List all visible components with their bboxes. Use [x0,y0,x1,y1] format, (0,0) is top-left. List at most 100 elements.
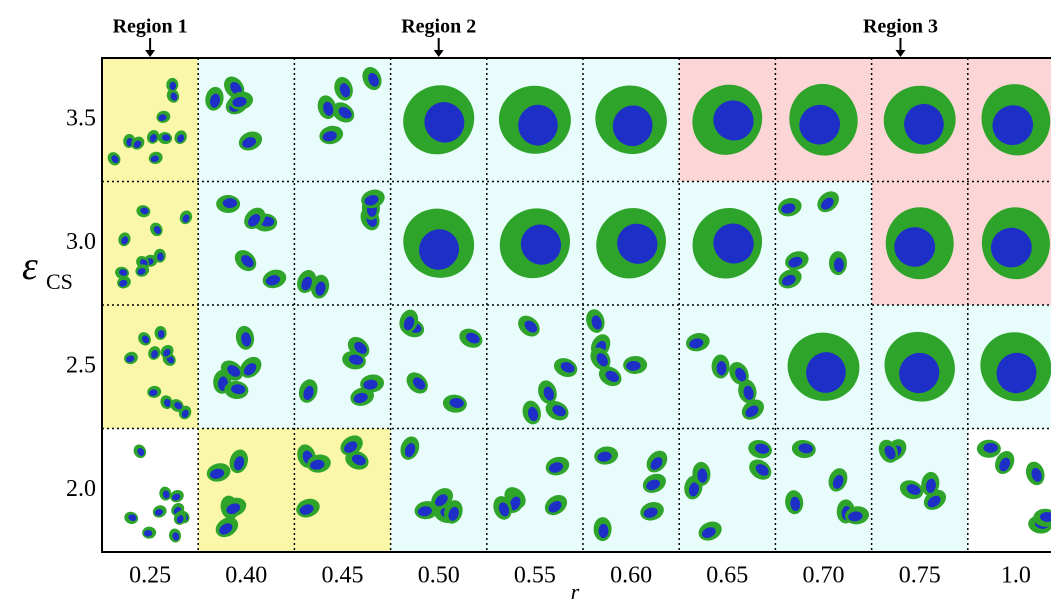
particle-core [788,256,803,268]
particle-core [315,281,326,296]
particle-core [128,514,137,522]
particle-core [111,155,119,164]
particle-core [172,532,180,541]
particle-core [166,355,175,364]
particle-core [172,493,181,501]
particle-core [299,504,314,515]
particle-core [248,214,261,227]
particle-core [227,365,241,377]
x-tick-label: 0.65 [706,563,748,589]
particle-core [689,338,704,349]
particle-core [605,370,619,383]
particle-core [301,276,313,291]
x-tick-label: 0.75 [899,563,941,589]
phase-cell [198,428,295,552]
particle-core [344,441,358,453]
particle-core [303,385,314,401]
particle-core [552,405,566,417]
particle-core [232,96,247,108]
x-tick-label: 0.25 [129,563,171,589]
particle-core [799,104,841,145]
particle-core [646,479,661,491]
particle-core [906,484,921,495]
particle-core [164,398,171,408]
particle-core [548,462,564,473]
particle-core [338,106,352,119]
particle-core [140,207,149,215]
particle-core [364,195,379,206]
particle-core [548,501,562,513]
region-label: Region 3 [863,16,938,38]
particle-core [596,353,608,367]
particle-core [404,443,416,458]
particle-core [158,114,167,121]
particle-core [368,72,379,87]
phase-cell [198,58,295,182]
particle-core [177,134,185,143]
particle-core [182,214,190,223]
particle-core [170,92,178,101]
region-arrowhead [433,50,444,57]
particle-core [403,316,415,331]
particle-core [735,367,747,382]
particle-core [992,105,1034,146]
particle-core [449,397,464,408]
particle-core [999,457,1011,472]
particle-core [157,252,164,261]
particle-core [174,401,183,410]
particle-core [265,275,281,286]
particle-core [121,236,129,245]
particle-core [781,274,796,286]
particle-core [996,352,1037,394]
particle-core [150,155,159,163]
particle-core [518,104,558,146]
particle-core [509,496,521,511]
particle-core [231,384,246,395]
particle-core [242,137,257,148]
particle-core [798,443,813,454]
y-tick-label: 3.5 [66,105,96,131]
particle-core [884,445,896,460]
particle-core [137,447,145,456]
particle-core [806,352,846,393]
particle-core [142,335,150,344]
particle-core [832,474,844,489]
region-label: Region 2 [401,16,476,38]
particle-core [755,464,769,476]
x-tick-label: 0.40 [225,563,267,589]
particle-core [697,468,708,483]
particle-core [713,223,754,264]
particle-core [848,511,863,522]
particle-core [153,226,161,234]
particle-core [527,406,539,422]
particle-core [310,459,325,470]
y-tick-label: 2.0 [66,476,96,502]
particle-core [137,268,146,275]
x-tick-label: 0.55 [514,563,556,589]
particle-core [597,451,612,462]
particle-core [626,360,641,371]
region-label: Region 1 [113,16,188,38]
particle-core [598,523,609,539]
x-tick-label: 0.50 [418,563,460,589]
particle-core [434,494,448,507]
phase-cell [198,181,295,305]
particle-core [181,409,189,418]
particle-core [151,350,158,359]
particle-core [222,198,238,209]
particle-core [894,227,936,267]
frame [101,57,1051,553]
particle-core [351,454,366,466]
x-axis-label: r [571,579,580,603]
particle-core [743,385,754,400]
particle-core [209,468,225,479]
particle-core [323,101,334,116]
particle-core [241,255,254,268]
particle-core [617,223,658,264]
region-arrowhead [145,50,156,57]
particle-core [339,83,351,98]
y-axis-subscript: CS [46,269,73,294]
particle-core [230,81,242,95]
particle-core [927,495,941,508]
